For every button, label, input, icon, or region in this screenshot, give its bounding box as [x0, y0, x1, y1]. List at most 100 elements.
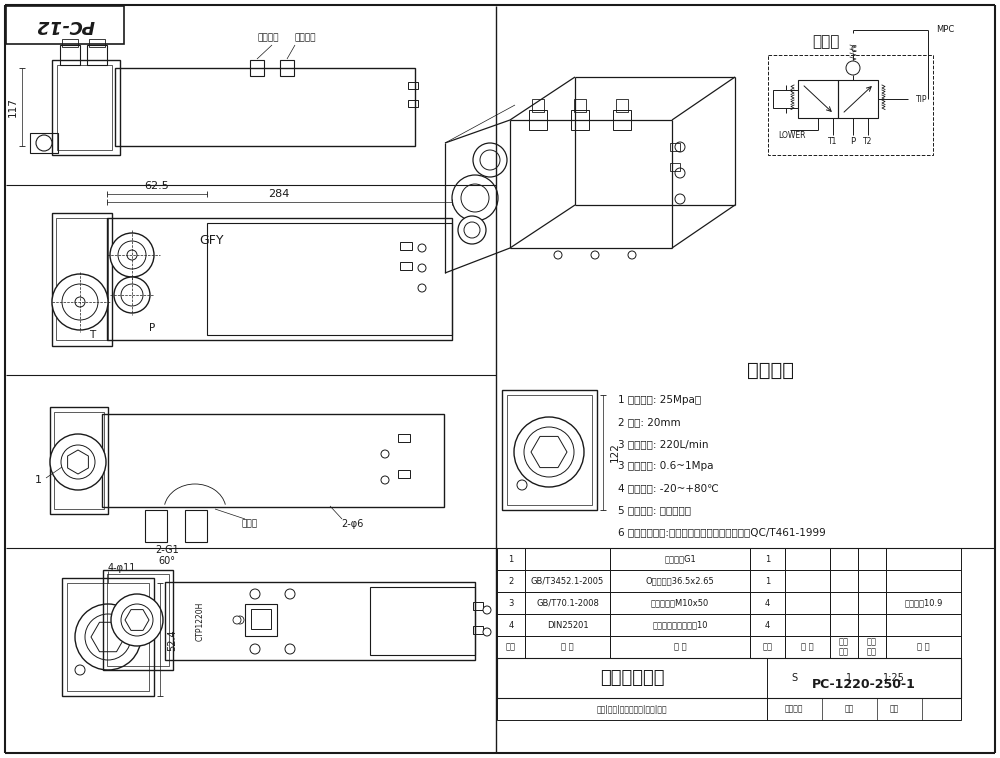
Bar: [830, 570, 858, 592]
Bar: [785, 636, 830, 658]
Text: CTP1220H: CTP1220H: [196, 601, 205, 641]
Bar: [886, 592, 961, 614]
Text: 主要参数: 主要参数: [746, 361, 794, 380]
Circle shape: [111, 594, 163, 646]
Circle shape: [381, 476, 389, 484]
Text: 原理图: 原理图: [812, 35, 840, 49]
Text: 内六角螺栋M10x50: 内六角螺栋M10x50: [651, 599, 709, 607]
Text: O型密封圈36.5x2.65: O型密封圈36.5x2.65: [646, 577, 714, 585]
Bar: [107, 574, 169, 666]
Circle shape: [121, 284, 143, 306]
Text: 2: 2: [508, 577, 514, 585]
Text: 3 控制气压: 0.6~1Mpa: 3 控制气压: 0.6~1Mpa: [618, 461, 714, 471]
Text: PC-1220-250-1: PC-1220-250-1: [812, 678, 916, 691]
Bar: [858, 570, 886, 592]
Circle shape: [628, 251, 636, 259]
Bar: [886, 636, 961, 658]
Text: 备 注: 备 注: [917, 643, 930, 651]
Text: GB/T70.1-2008: GB/T70.1-2008: [536, 599, 599, 607]
Text: 62.5: 62.5: [145, 181, 169, 191]
Bar: [785, 592, 830, 614]
Bar: [497, 548, 525, 570]
Text: 总计
重量: 总计 重量: [867, 637, 877, 656]
Text: 数量: 数量: [763, 643, 772, 651]
Bar: [370, 587, 475, 655]
Text: 117: 117: [8, 97, 18, 117]
Bar: [616, 99, 628, 112]
Circle shape: [464, 222, 480, 238]
Bar: [207, 223, 452, 335]
Circle shape: [554, 251, 562, 259]
Text: PC-12: PC-12: [36, 16, 94, 34]
Bar: [507, 395, 592, 505]
Text: 下降气口: 下降气口: [257, 33, 279, 42]
Text: 双面齿防松自锁垫圈10: 双面齿防松自锁垫圈10: [652, 621, 708, 629]
Bar: [52, 213, 112, 346]
Bar: [473, 626, 483, 634]
Bar: [497, 614, 525, 636]
Circle shape: [452, 175, 498, 221]
Circle shape: [250, 589, 260, 599]
Text: 单阀用: 单阀用: [242, 519, 258, 528]
Text: TIP: TIP: [916, 95, 928, 104]
Circle shape: [75, 665, 85, 675]
Circle shape: [114, 277, 150, 313]
Text: P: P: [850, 137, 856, 146]
Bar: [497, 592, 525, 614]
Text: 1:25: 1:25: [883, 673, 905, 683]
Bar: [571, 110, 589, 130]
Text: 52.4: 52.4: [167, 629, 177, 651]
Bar: [830, 636, 858, 658]
Bar: [886, 570, 961, 592]
Circle shape: [517, 480, 527, 490]
Bar: [280, 60, 294, 76]
Bar: [89, 39, 105, 47]
Circle shape: [85, 614, 131, 660]
Circle shape: [461, 184, 489, 212]
Circle shape: [418, 264, 426, 272]
Text: S: S: [791, 673, 797, 683]
Bar: [610, 548, 750, 570]
Text: 5 工作介质: 抗磨液压油: 5 工作介质: 抗磨液压油: [618, 505, 691, 515]
Bar: [785, 614, 830, 636]
Text: 比例: 比例: [889, 704, 899, 713]
Bar: [886, 548, 961, 570]
Text: P: P: [149, 323, 155, 333]
Bar: [497, 636, 525, 658]
Bar: [750, 548, 785, 570]
Bar: [785, 570, 830, 592]
Bar: [858, 592, 886, 614]
Text: 6 产品执行标准:《自卸汽车换向阀技术条件》QC/T461-1999: 6 产品执行标准:《自卸汽车换向阀技术条件》QC/T461-1999: [618, 527, 826, 537]
Bar: [57, 65, 112, 150]
Bar: [858, 614, 886, 636]
Bar: [250, 60, 264, 76]
Circle shape: [285, 644, 295, 654]
Text: 1: 1: [765, 555, 770, 563]
Circle shape: [62, 284, 98, 320]
Circle shape: [418, 284, 426, 292]
Text: 名 称: 名 称: [674, 643, 686, 651]
Bar: [67, 583, 149, 691]
Bar: [613, 110, 631, 130]
Text: 4 工作油温: -20~+80℃: 4 工作油温: -20~+80℃: [618, 483, 719, 493]
Bar: [400, 242, 412, 250]
Bar: [830, 548, 858, 570]
Bar: [750, 636, 785, 658]
Bar: [773, 90, 798, 108]
Bar: [251, 609, 271, 629]
Bar: [750, 592, 785, 614]
Circle shape: [285, 589, 295, 599]
Bar: [525, 636, 610, 658]
Bar: [30, 133, 58, 153]
Circle shape: [483, 606, 491, 614]
Bar: [62, 578, 154, 696]
Text: 4: 4: [765, 599, 770, 607]
Bar: [497, 570, 525, 592]
Text: DIN25201: DIN25201: [547, 621, 588, 629]
Text: 4: 4: [765, 621, 770, 629]
Bar: [87, 45, 107, 65]
Text: 60°: 60°: [158, 556, 176, 566]
Circle shape: [514, 417, 584, 487]
Bar: [785, 548, 830, 570]
Text: LOWER: LOWER: [778, 130, 806, 139]
